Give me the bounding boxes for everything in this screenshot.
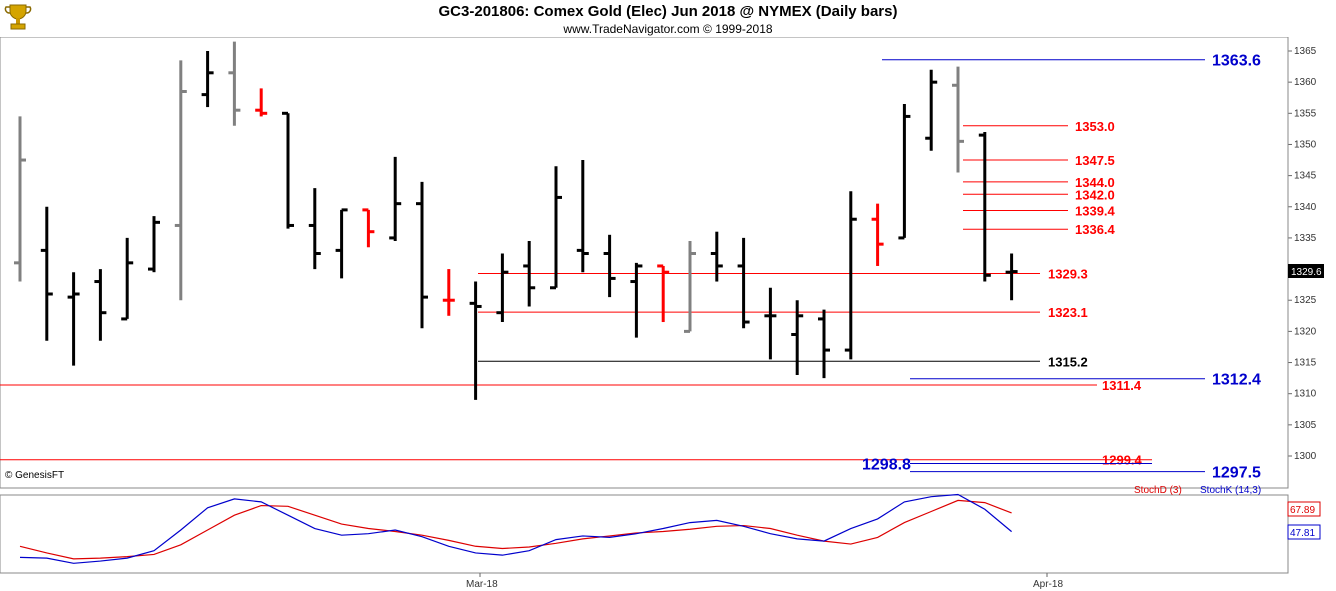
ohlc-bar — [871, 203, 884, 266]
level-label: 1299.4 — [1102, 453, 1143, 468]
level-label: 1363.6 — [1212, 53, 1261, 70]
level-label: 1297.5 — [1212, 465, 1261, 482]
stochastic-panel — [0, 494, 1289, 574]
level-label: 1315.2 — [1048, 354, 1088, 369]
x-tick-label: Apr-18 — [1033, 579, 1063, 590]
svg-text:1329.6: 1329.6 — [1291, 267, 1322, 278]
ohlc-bar — [14, 116, 26, 282]
osc-value-label: 67.89 — [1290, 505, 1315, 516]
y-tick-label: 1310 — [1294, 389, 1317, 400]
level-label: 1342.0 — [1075, 187, 1115, 202]
ohlc-bar — [416, 181, 428, 329]
stochastic-line — [19, 493, 1012, 564]
level-label: 1311.4 — [1102, 378, 1142, 393]
ohlc-bar — [389, 156, 402, 242]
ohlc-bar — [737, 237, 750, 329]
ohlc-bar — [710, 231, 723, 282]
osc-value-badge — [1287, 501, 1321, 517]
ohlc-bar — [201, 51, 214, 108]
osc-value-label: 47.81 — [1290, 528, 1315, 539]
ohlc-bar — [255, 88, 268, 117]
ohlc-bar — [282, 111, 294, 229]
stochk-legend: StochK (14,3) — [1200, 485, 1261, 496]
y-tick-label: 1300 — [1294, 451, 1317, 462]
ohlc-bar — [469, 281, 482, 400]
ohlc-bar — [925, 69, 938, 151]
chart-title: GC3-201806: Comex Gold (Elec) Jun 2018 @… — [438, 3, 898, 20]
level-label: 1323.1 — [1048, 305, 1088, 320]
watermark-label: © GenesisFT — [5, 470, 64, 481]
y-tick-label: 1360 — [1294, 77, 1317, 88]
ohlc-bar — [818, 309, 830, 379]
ohlc-bar — [94, 269, 107, 341]
trophy-logo-icon — [4, 4, 32, 30]
ohlc-bar — [550, 166, 562, 290]
ohlc-bar — [952, 66, 964, 173]
price-panel — [0, 37, 1289, 489]
level-label: 1312.4 — [1212, 372, 1261, 389]
y-tick-label: 1355 — [1294, 108, 1317, 119]
y-tick-label: 1305 — [1294, 420, 1317, 431]
ohlc-bar — [308, 188, 321, 270]
ohlc-bar — [684, 241, 696, 333]
ohlc-bar — [228, 41, 241, 126]
level-label: 1298.8 — [862, 456, 911, 473]
y-tick-label: 1335 — [1294, 233, 1317, 244]
chart-header: GC3-201806: Comex Gold (Elec) Jun 2018 @… — [0, 0, 1336, 37]
ohlc-bar — [576, 160, 589, 273]
stochastic-line — [19, 499, 1012, 560]
level-label: 1344.0 — [1075, 175, 1115, 190]
stochd-legend: StochD (3) — [1134, 485, 1182, 496]
ohlc-bar — [764, 287, 777, 360]
level-label: 1347.5 — [1075, 153, 1115, 168]
ohlc-bar — [67, 272, 80, 366]
ohlc-bar — [898, 103, 911, 240]
chart-subtitle: www.TradeNavigator.com © 1999-2018 — [563, 22, 773, 36]
level-label: 1329.3 — [1048, 266, 1088, 281]
ohlc-bar — [603, 234, 616, 298]
x-tick-label: Mar-18 — [466, 579, 498, 590]
level-label: 1336.4 — [1075, 222, 1116, 237]
ohlc-bar — [791, 300, 804, 375]
ohlc-bar — [844, 191, 857, 360]
last-price-badge: 1329.6 — [1288, 264, 1324, 278]
ohlc-bar — [1005, 253, 1018, 301]
ohlc-bar — [442, 269, 455, 316]
ohlc-bar — [978, 132, 991, 282]
level-label: 1339.4 — [1075, 204, 1116, 219]
y-tick-label: 1315 — [1294, 358, 1317, 369]
y-tick-label: 1365 — [1294, 46, 1317, 57]
ohlc-bar — [40, 206, 53, 341]
ohlc-bar — [630, 262, 643, 338]
ohlc-bar — [335, 208, 348, 279]
y-tick-label: 1320 — [1294, 326, 1317, 337]
ohlc-bar — [148, 216, 160, 273]
ohlc-bar — [121, 237, 134, 321]
osc-value-badge — [1287, 524, 1321, 540]
level-label: 1353.0 — [1075, 119, 1115, 134]
ohlc-bar — [174, 60, 187, 301]
y-tick-label: 1340 — [1294, 202, 1317, 213]
ohlc-bar — [362, 208, 375, 248]
ohlc-bar — [496, 253, 509, 323]
ohlc-bar — [657, 264, 670, 323]
y-tick-label: 1345 — [1294, 171, 1317, 182]
ohlc-bar — [523, 241, 536, 307]
y-tick-label: 1325 — [1294, 295, 1317, 306]
y-tick-label: 1350 — [1294, 139, 1317, 150]
